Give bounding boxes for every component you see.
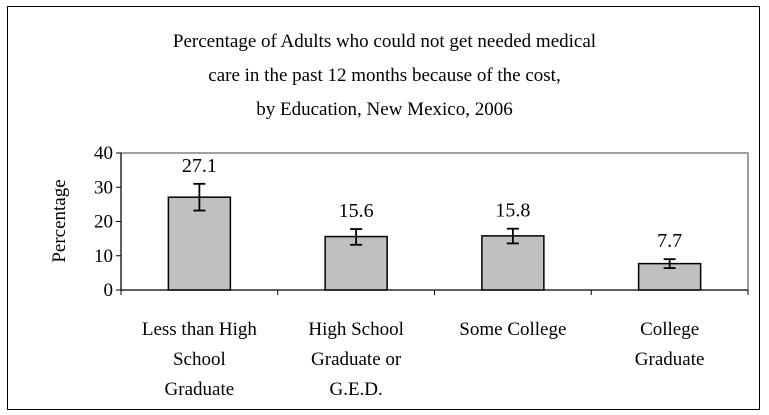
bar	[481, 235, 545, 291]
x-tick-label: Graduate or	[311, 349, 402, 370]
chart-title-line-3: by Education, New Mexico, 2006	[256, 99, 513, 120]
x-tick-label: G.E.D.	[329, 379, 382, 400]
data-label: 15.8	[495, 200, 530, 222]
data-label: 7.7	[657, 230, 682, 252]
x-tick-label: Graduate	[165, 379, 235, 400]
bar	[167, 196, 232, 291]
x-tick-label: Graduate	[635, 349, 705, 370]
x-tick-label: High School	[308, 319, 404, 340]
chart-title-line-2: care in the past 12 months because of th…	[208, 65, 561, 86]
y-axis-label: Percentage	[49, 179, 70, 262]
x-tick-label: College	[640, 319, 699, 340]
x-tick-label: Less than High	[142, 319, 258, 340]
y-tick-label: 0	[104, 280, 114, 301]
data-label: 27.1	[182, 155, 217, 177]
chart-title-line-1: Percentage of Adults who could not get n…	[172, 31, 597, 52]
x-tick-label: School	[173, 349, 226, 370]
x-tick-label: Some College	[459, 319, 566, 340]
y-tick-label: 30	[94, 177, 113, 198]
y-tick-label: 10	[94, 246, 113, 267]
y-tick-label: 40	[94, 143, 113, 164]
data-label: 15.6	[339, 200, 374, 222]
chart-frame	[7, 6, 760, 410]
y-tick-label: 20	[94, 212, 113, 233]
